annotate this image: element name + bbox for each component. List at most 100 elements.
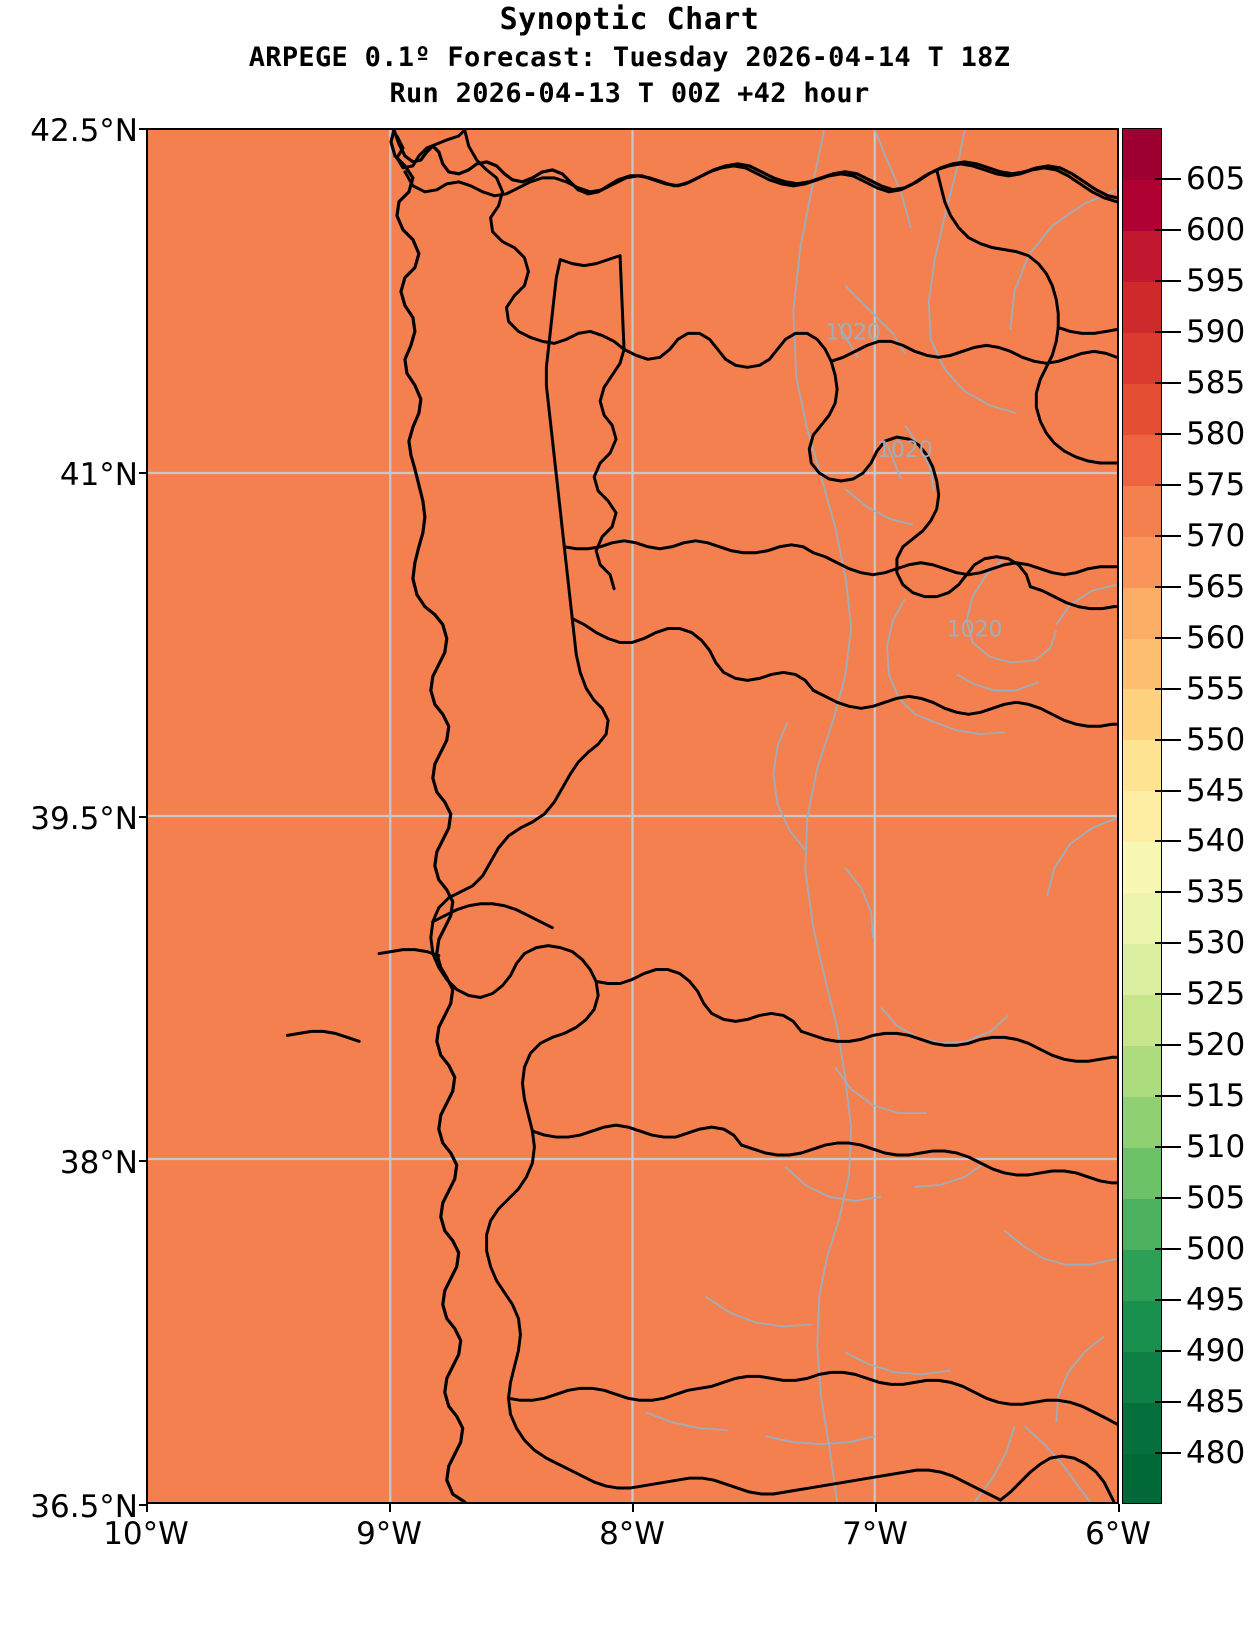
colorbar-segment <box>1123 740 1161 792</box>
colorbar-segment <box>1123 842 1161 894</box>
colorbar-tick-label: 535 <box>1186 874 1246 911</box>
colorbar-tick-label: 550 <box>1186 721 1246 758</box>
colorbar-tick-label: 530 <box>1186 925 1246 962</box>
isobar-label-1020-a: 1020 <box>825 320 881 345</box>
colorbar-tick-label: 500 <box>1186 1231 1246 1268</box>
colorbar-tick-label: 525 <box>1186 976 1246 1013</box>
colorbar-tick-mark <box>1155 1146 1181 1149</box>
mslp-isobars <box>645 130 1117 1502</box>
colorbar-segment <box>1123 230 1161 282</box>
isobar-label-1020-b: 1020 <box>877 438 933 463</box>
ytick-label-4: 36.5°N <box>30 1489 138 1525</box>
colorbar-tick-label: 515 <box>1186 1078 1246 1115</box>
colorbar-tick-label: 580 <box>1186 415 1246 452</box>
xtick-label-2: 8°W <box>599 1516 665 1552</box>
xtick-label-3: 7°W <box>842 1516 908 1552</box>
colorbar-tick-mark <box>1155 1401 1181 1404</box>
colorbar-segment <box>1123 281 1161 333</box>
xtick-label-1: 9°W <box>356 1516 422 1552</box>
colorbar-tick-label: 555 <box>1186 670 1246 707</box>
colorbar-tick-mark <box>1155 993 1181 996</box>
xtick-mark-0 <box>146 1504 148 1512</box>
colorbar-segment <box>1123 129 1161 180</box>
gridlines <box>148 130 1117 1502</box>
ytick-mark-0 <box>139 128 147 130</box>
colorbar-tick-mark <box>1155 534 1181 537</box>
colorbar-segment <box>1123 791 1161 843</box>
xtick-mark-4 <box>1118 1504 1120 1512</box>
xtick-mark-1 <box>389 1504 391 1512</box>
colorbar-tick-label: 545 <box>1186 772 1246 809</box>
colorbar-segment <box>1123 995 1161 1047</box>
ytick-label-2: 39.5°N <box>30 801 138 837</box>
ytick-mark-1 <box>139 472 147 474</box>
colorbar-segment <box>1123 383 1161 435</box>
colorbar-tick-mark <box>1155 840 1181 843</box>
map-svg: 1020 1020 1020 <box>148 130 1117 1502</box>
colorbar-tick-mark <box>1155 279 1181 282</box>
colorbar-tick-mark <box>1155 687 1181 690</box>
ytick-label-3: 38°N <box>59 1145 138 1181</box>
colorbar-tick-label: 485 <box>1186 1384 1246 1421</box>
colorbar-tick-label: 480 <box>1186 1435 1246 1472</box>
colorbar-segment <box>1123 485 1161 537</box>
colorbar-tick-label: 540 <box>1186 823 1246 860</box>
colorbar-tick-label: 590 <box>1186 313 1246 350</box>
colorbar-tick-mark <box>1155 483 1181 486</box>
geography-detail <box>285 130 1117 1502</box>
colorbar-segment <box>1123 1453 1161 1503</box>
colorbar-tick-mark <box>1155 177 1181 180</box>
colorbar-tick-mark <box>1155 1248 1181 1251</box>
colorbar-segment <box>1123 1097 1161 1149</box>
colorbar-tick-mark <box>1155 381 1181 384</box>
colorbar-tick-mark <box>1155 1452 1181 1455</box>
colorbar-tick-mark <box>1155 942 1181 945</box>
colorbar-tick-label: 600 <box>1186 211 1246 248</box>
colorbar-segment <box>1123 1351 1161 1403</box>
colorbar-segment <box>1123 1249 1161 1301</box>
ytick-label-0: 42.5°N <box>30 113 138 149</box>
ytick-mark-2 <box>139 816 147 818</box>
colorbar[interactable] <box>1122 128 1162 1504</box>
colorbar-segment <box>1123 638 1161 690</box>
colorbar-tick-label: 595 <box>1186 262 1246 299</box>
title-subtitle-forecast: ARPEGE 0.1º Forecast: Tuesday 2026-04-14… <box>248 42 1011 73</box>
xtick-mark-3 <box>875 1504 877 1512</box>
colorbar-tick-label: 495 <box>1186 1282 1246 1319</box>
colorbar-tick-mark <box>1155 1197 1181 1200</box>
colorbar-segment <box>1123 1300 1161 1352</box>
xtick-mark-2 <box>632 1504 634 1512</box>
colorbar-segment <box>1123 1148 1161 1200</box>
colorbar-tick-mark <box>1155 432 1181 435</box>
colorbar-tick-mark <box>1155 789 1181 792</box>
colorbar-tick-mark <box>1155 636 1181 639</box>
colorbar-segment <box>1123 587 1161 639</box>
colorbar-tick-label: 575 <box>1186 466 1246 503</box>
colorbar-tick-label: 560 <box>1186 619 1246 656</box>
colorbar-segment <box>1123 1199 1161 1250</box>
colorbar-segment <box>1123 332 1161 384</box>
ytick-label-1: 41°N <box>59 457 138 493</box>
colorbar-tick-mark <box>1155 585 1181 588</box>
xtick-label-0: 10°W <box>103 1516 189 1552</box>
colorbar-tick-label: 570 <box>1186 517 1246 554</box>
colorbar-tick-mark <box>1155 738 1181 741</box>
colorbar-segment <box>1123 1402 1161 1454</box>
contour-labels: 1020 1020 1020 <box>825 320 1002 642</box>
map-plot-area[interactable]: 1020 1020 1020 <box>146 128 1119 1504</box>
xtick-label-4: 6°W <box>1085 1516 1151 1552</box>
colorbar-tick-label: 605 <box>1186 160 1246 197</box>
colorbar-tick-mark <box>1155 228 1181 231</box>
colorbar-segment <box>1123 536 1161 588</box>
colorbar-tick-label: 520 <box>1186 1027 1246 1064</box>
colorbar-tick-mark <box>1155 1350 1181 1353</box>
colorbar-tick-label: 585 <box>1186 364 1246 401</box>
colorbar-segment <box>1123 434 1161 486</box>
isobar-label-1020-c: 1020 <box>947 618 1003 643</box>
colorbar-segment <box>1123 893 1161 945</box>
ytick-mark-3 <box>139 1160 147 1162</box>
colorbar-tick-mark <box>1155 1095 1181 1098</box>
colorbar-tick-mark <box>1155 330 1181 333</box>
colorbar-segment <box>1123 1046 1161 1098</box>
title-subtitle-run: Run 2026-04-13 T 00Z +42 hour <box>389 78 870 109</box>
